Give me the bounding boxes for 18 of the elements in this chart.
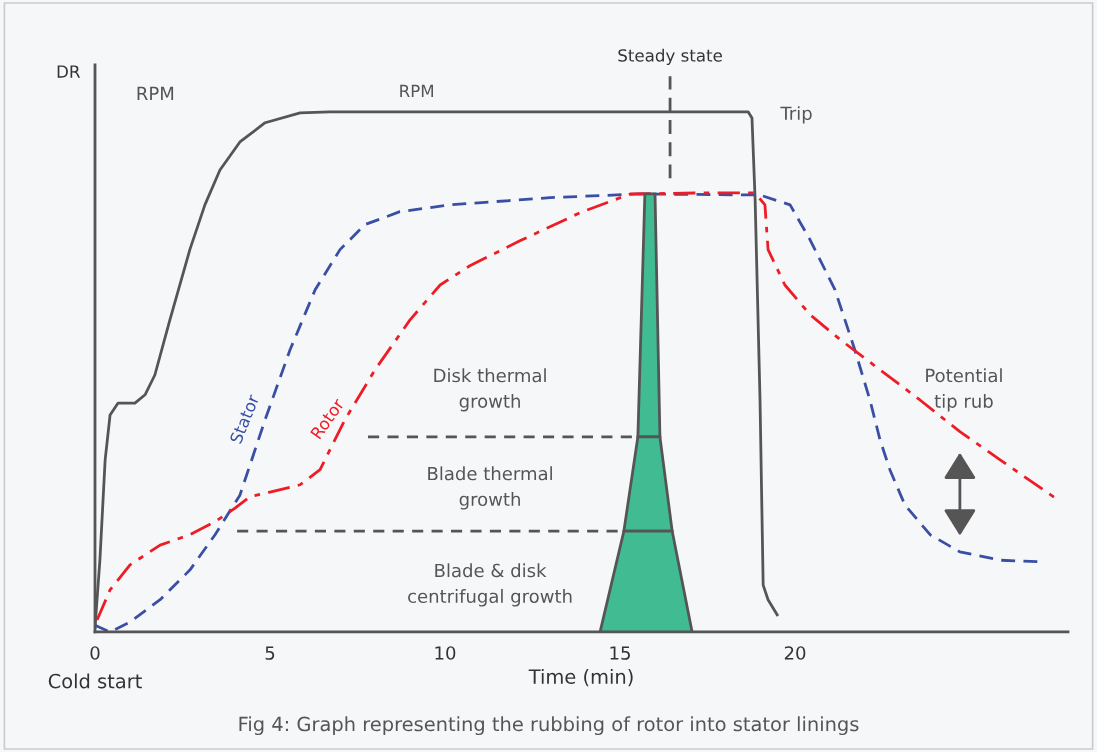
- annotation: Potential tip rub: [926, 368, 1002, 412]
- text: Cold start: [48, 673, 142, 689]
- x-tick-label: 20: [784, 646, 806, 660]
- x-tick-label: 0: [90, 646, 100, 660]
- y-axis-title: DR: [57, 65, 81, 78]
- annotation: Disk thermal growth: [434, 368, 546, 412]
- x-tick-label: 5: [265, 646, 275, 660]
- annotation: Blade thermal growth: [428, 466, 552, 510]
- series-label: RPM: [400, 84, 434, 97]
- x-axis-title: Time (min): [528, 668, 633, 687]
- annotation: Trip: [780, 106, 812, 124]
- ref-line-label: Steady state: [618, 48, 722, 65]
- caption: Fig 4: Graph representing the rubbing of rotor into stator linings: [239, 716, 859, 736]
- text: Stator: [229, 393, 260, 445]
- annotation: Blade & disk centrifugal growth: [408, 563, 572, 607]
- text: RPM: [137, 86, 174, 101]
- x-tick-label: 15: [610, 646, 630, 660]
- x-tick-label: 10: [435, 646, 456, 660]
